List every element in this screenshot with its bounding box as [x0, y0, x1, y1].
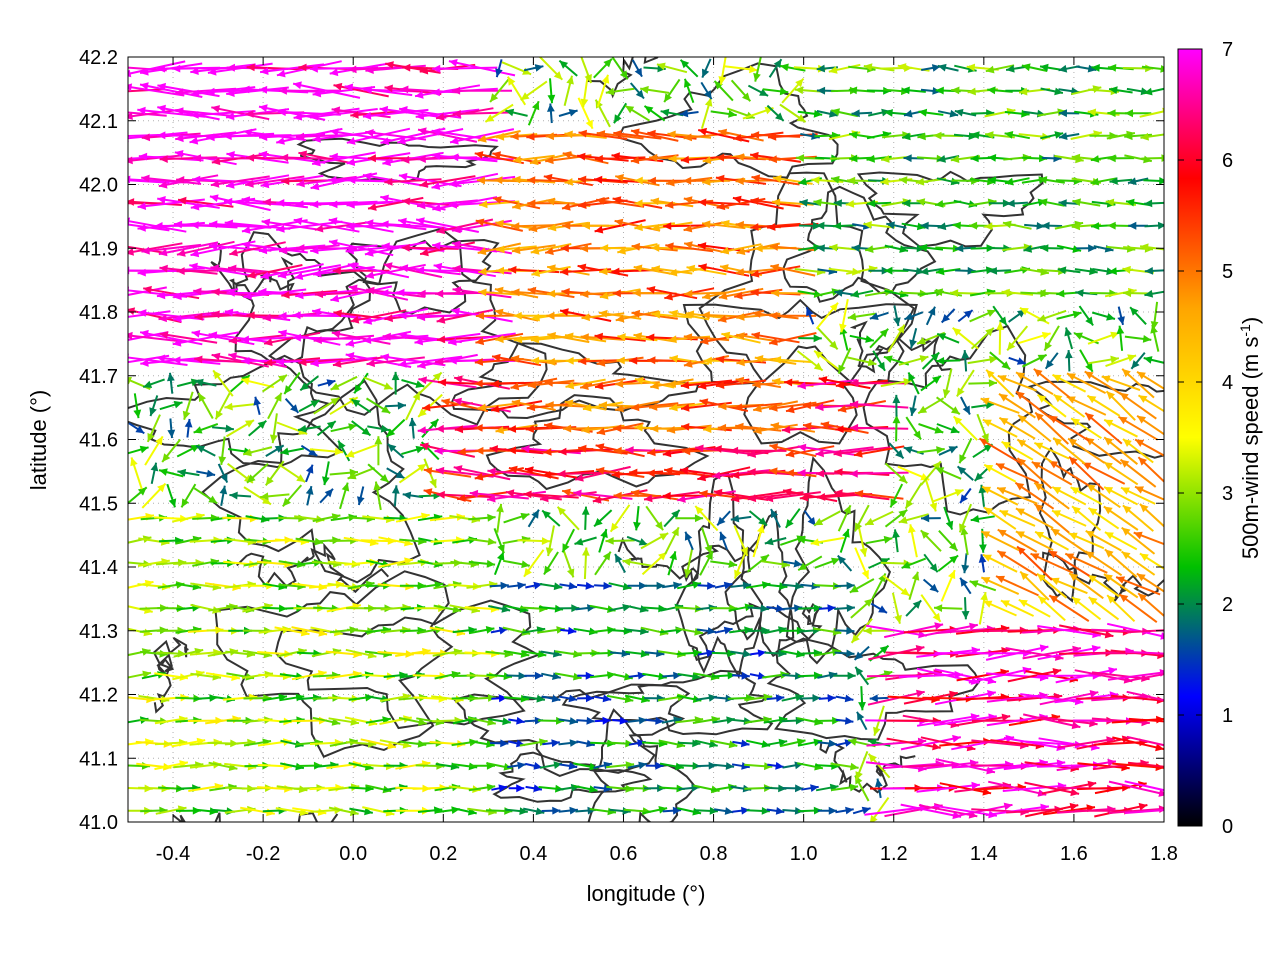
y-tick-label: 42.1	[79, 111, 118, 133]
y-tick-label: 41.6	[79, 430, 118, 452]
x-tick-label: 1.6	[1060, 843, 1088, 865]
y-tick-label: 41.0	[79, 812, 118, 834]
x-tick-label: -0.2	[246, 843, 280, 865]
y-tick-label: 41.5	[79, 493, 118, 515]
x-tick-label: -0.4	[156, 843, 190, 865]
x-tick-label: 1.0	[790, 843, 818, 865]
colorbar-gradient	[1178, 49, 1202, 826]
x-tick-label: 0.6	[610, 843, 638, 865]
colorbar-tick-label: 3	[1222, 483, 1233, 505]
x-tick-label: 0.8	[700, 843, 728, 865]
colorbar-label-main: 500m-wind speed (m s	[1238, 337, 1263, 560]
x-tick-label: 1.4	[970, 843, 998, 865]
colorbar-label-suffix: )	[1238, 317, 1263, 324]
colorbar-tick-label: 6	[1222, 150, 1233, 172]
colorbar-tick-label: 7	[1222, 39, 1233, 61]
y-tick-label: 41.9	[79, 238, 118, 260]
x-tick-label: 1.8	[1150, 843, 1178, 865]
y-tick-label: 41.3	[79, 621, 118, 643]
x-tick-label: 1.2	[880, 843, 908, 865]
x-tick-label: 0.4	[519, 843, 547, 865]
x-tick-label: 0.0	[339, 843, 367, 865]
y-tick-label: 41.4	[79, 557, 118, 579]
colorbar-tick-label: 5	[1222, 261, 1233, 283]
colorbar-tick-label: 1	[1222, 705, 1233, 727]
colorbar: 0 1 2 3 4 5 6 7 500m-wind speed (m s-1)	[1178, 39, 1263, 838]
y-tick-label: 42.0	[79, 175, 118, 197]
colorbar-label-superscript: -1	[1237, 324, 1253, 337]
y-tick-label: 41.2	[79, 685, 118, 707]
y-tick-label: 41.1	[79, 748, 118, 770]
colorbar-label: 500m-wind speed (m s-1)	[1237, 317, 1263, 559]
y-tick-label: 41.7	[79, 366, 118, 388]
colorbar-tick-label: 0	[1222, 816, 1233, 838]
x-axis-label: longitude (°)	[587, 881, 706, 906]
colorbar-tick-label: 2	[1222, 594, 1233, 616]
x-tick-label: 0.2	[429, 843, 457, 865]
colorbar-tick-label: 4	[1222, 372, 1233, 394]
y-tick-label: 41.8	[79, 302, 118, 324]
y-axis-label: latitude (°)	[26, 390, 51, 491]
y-tick-label: 42.2	[79, 47, 118, 69]
